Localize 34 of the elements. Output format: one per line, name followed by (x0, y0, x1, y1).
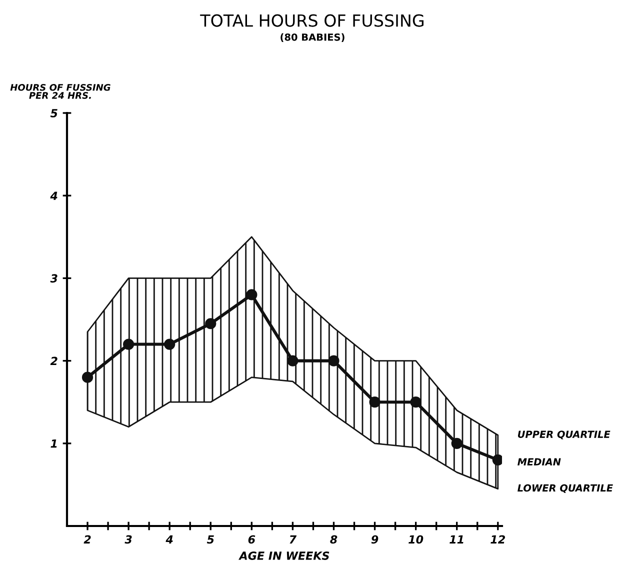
point (123, 338, 134, 350)
y-tick-label: 2 (50, 356, 58, 366)
x-tick-label: 7 (290, 535, 297, 544)
x-tick-label: 2 (84, 535, 91, 544)
y-axis-title: HOURS OF FUSSING PER 24 HRS. (10, 84, 110, 99)
point (410, 396, 422, 408)
point (492, 454, 502, 466)
point (164, 338, 176, 350)
x-tick-label: 4 (166, 535, 173, 544)
x-tick-label: 5 (206, 535, 214, 544)
y-tick-label: 5 (50, 109, 58, 118)
annotation: UPPER QUARTILE (518, 430, 610, 440)
point (246, 289, 258, 300)
x-tick-label: 12 (490, 535, 506, 544)
point (287, 355, 298, 366)
x-axis-title: AGE IN WEEKS (238, 552, 330, 560)
x-tick-label: 3 (124, 535, 132, 544)
x-tick-label: 8 (330, 535, 338, 544)
x-tick-label: 10 (408, 535, 424, 544)
x-tick-label: 6 (248, 535, 256, 544)
annotation: LOWER QUARTILE (518, 484, 613, 493)
y-tick-label: 4 (50, 192, 58, 200)
x-tick-label: 9 (371, 535, 378, 544)
point (205, 318, 216, 330)
point (451, 438, 462, 449)
point (369, 396, 380, 408)
chart-subtitle: (80 BABIES) (280, 33, 344, 42)
y-tick-label: 1 (50, 440, 57, 448)
point (328, 355, 340, 366)
point (82, 372, 94, 383)
x-tick-label: 11 (450, 535, 464, 544)
series-label: MEDIAN (518, 458, 561, 466)
y-tick-label: 3 (50, 274, 58, 283)
chart-title: TOTAL HOURS OF FUSSING (200, 14, 424, 27)
